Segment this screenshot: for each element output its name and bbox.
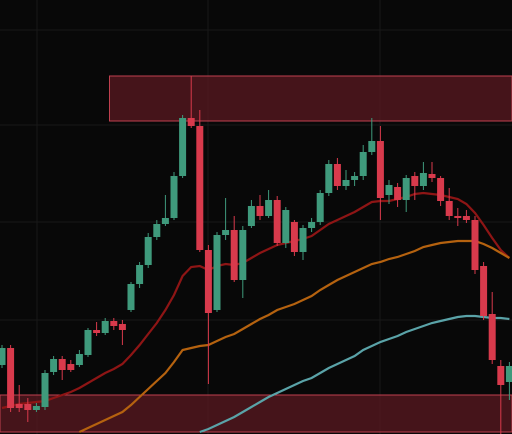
zone [109,75,512,122]
candle-body [351,176,359,180]
candle-body [385,185,393,195]
candle-body [50,359,58,372]
candle-body [333,164,341,186]
candle-body [488,314,496,360]
candle-body [84,330,92,355]
candle-body [471,220,479,270]
candle-body [222,230,230,235]
candle-body [394,187,402,200]
candle-body [24,404,32,410]
candle-body [505,366,512,382]
candle-body [93,330,101,333]
candle-body [308,222,316,228]
candle-body [58,359,66,370]
candle-body [67,364,75,370]
candle-body [75,354,83,365]
candle-body [342,180,350,186]
candle-body [437,178,445,201]
candle-body [428,174,436,178]
candle-body [179,118,187,176]
candle-body [282,210,290,243]
candle-body [170,176,178,218]
moving-average-line [78,239,510,433]
moving-average-line [1,191,511,410]
candle-body [290,222,298,252]
candle-body [497,366,505,385]
candle-body [368,141,376,152]
candle-body [0,348,6,365]
candle-body [239,230,247,280]
candle-body [41,373,49,407]
candle-body [15,404,23,408]
candle-body [419,173,427,186]
candle-body [299,228,307,252]
candle-body [204,250,212,313]
candle-body [153,224,161,237]
candle-body [454,216,462,218]
candle-body [273,200,281,243]
candle-body [462,216,470,220]
candle-body [101,321,109,333]
candle-body [7,348,15,408]
candle-body [376,141,384,198]
moving-average-line [199,314,510,434]
candle-body [127,284,135,310]
candle-body [230,230,238,280]
candle-body [110,321,118,326]
candle-body [196,126,204,250]
candle-body [187,118,195,126]
candle-body [265,200,273,216]
candle-body [411,176,419,186]
candle-body [32,406,40,410]
candle-body [213,235,221,310]
candle-body [480,266,488,316]
candle-body [445,201,453,216]
candle-body [402,178,410,200]
candle-body [161,218,169,224]
candle-body [247,206,255,226]
candle-body [316,193,324,222]
candle-body [359,152,367,176]
candle-body [256,206,264,216]
candle-body [118,324,126,330]
candle-body [136,265,144,284]
candle-body [325,164,333,193]
zone [0,394,512,433]
candle-body [144,237,152,265]
